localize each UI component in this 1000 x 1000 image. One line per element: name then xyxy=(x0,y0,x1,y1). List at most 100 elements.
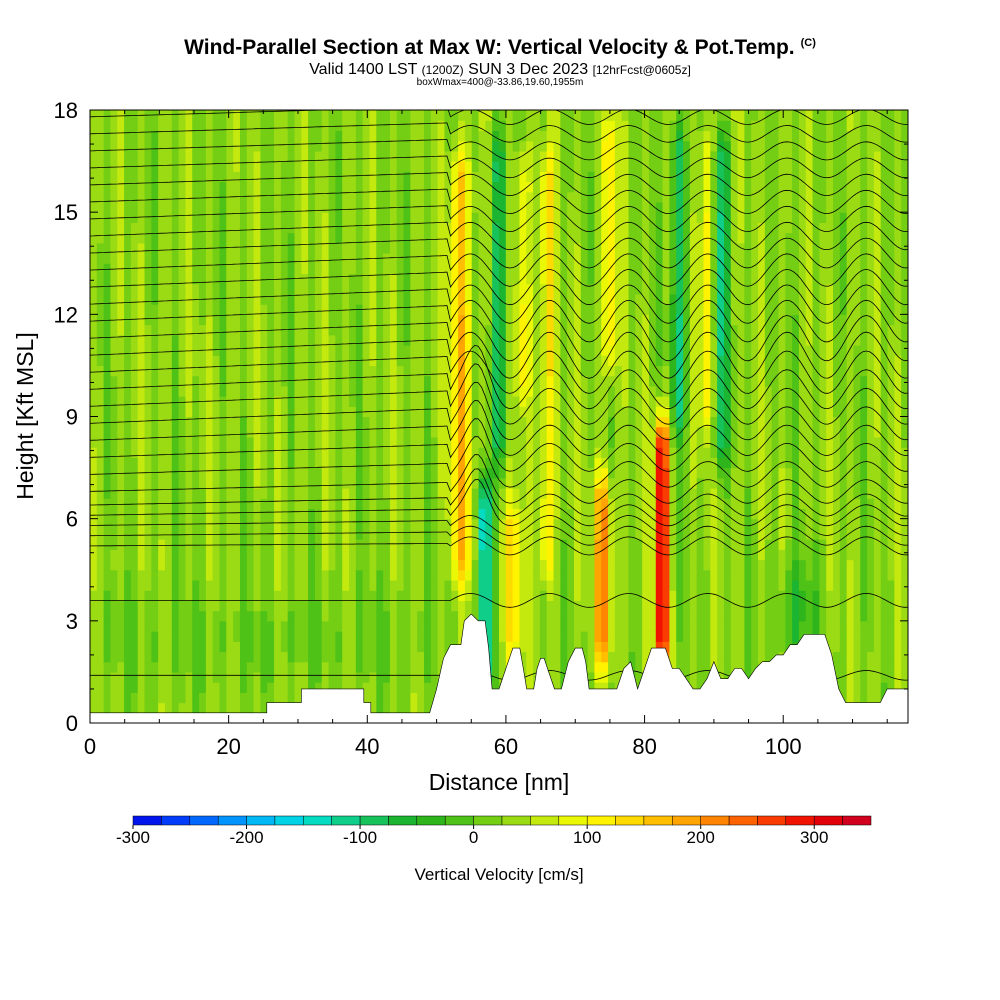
w-cell xyxy=(553,140,561,152)
w-cell xyxy=(608,355,616,367)
w-cell xyxy=(560,498,568,510)
w-cell xyxy=(124,488,132,499)
w-cell xyxy=(199,120,207,132)
w-cell xyxy=(417,191,425,203)
w-cell xyxy=(533,518,541,530)
w-cell xyxy=(464,549,473,561)
w-cell xyxy=(648,385,657,397)
w-cell xyxy=(96,191,105,203)
w-cell xyxy=(567,518,575,530)
w-cell xyxy=(328,610,336,622)
w-cell xyxy=(144,528,152,540)
w-cell xyxy=(267,600,275,612)
w-cell xyxy=(621,549,630,561)
w-cell xyxy=(485,406,493,418)
w-cell xyxy=(328,559,336,571)
w-cell xyxy=(464,161,473,172)
w-cell xyxy=(601,579,609,591)
w-cell xyxy=(233,692,241,704)
w-cell xyxy=(451,161,459,172)
w-cell xyxy=(192,406,200,418)
w-cell xyxy=(573,171,582,183)
w-cell xyxy=(158,661,166,673)
w-cell xyxy=(178,130,187,142)
w-cell xyxy=(308,283,316,295)
w-cell xyxy=(130,477,139,489)
w-cell xyxy=(464,365,473,377)
w-cell xyxy=(621,457,630,469)
w-cell xyxy=(321,110,330,121)
w-cell xyxy=(226,273,234,285)
w-cell xyxy=(451,620,459,632)
w-cell xyxy=(464,222,473,234)
w-cell xyxy=(130,692,139,704)
w-cell xyxy=(178,447,187,458)
w-cell xyxy=(594,273,602,285)
w-cell xyxy=(280,467,289,479)
w-cell xyxy=(117,283,125,295)
w-cell xyxy=(417,528,425,540)
w-cell xyxy=(212,273,221,285)
w-cell xyxy=(635,222,643,234)
w-cell xyxy=(601,181,609,193)
w-cell xyxy=(253,201,262,213)
w-cell xyxy=(437,344,446,356)
w-cell xyxy=(287,488,296,499)
w-cell xyxy=(376,130,384,142)
w-cell xyxy=(280,416,289,428)
w-cell xyxy=(587,641,596,653)
w-cell xyxy=(614,273,623,285)
w-cell xyxy=(369,120,377,132)
w-cell xyxy=(301,253,309,264)
w-cell xyxy=(137,232,146,244)
w-cell xyxy=(260,641,268,653)
w-cell xyxy=(383,528,391,540)
w-cell xyxy=(280,641,289,653)
w-cell xyxy=(308,161,316,172)
w-cell xyxy=(642,242,650,254)
w-cell xyxy=(635,293,643,305)
w-cell xyxy=(526,171,534,183)
w-cell xyxy=(321,436,330,448)
w-cell xyxy=(260,682,268,693)
w-cell xyxy=(164,692,173,704)
w-cell xyxy=(205,201,214,213)
w-cell xyxy=(314,263,323,275)
w-cell xyxy=(587,253,596,264)
w-cell xyxy=(594,283,602,295)
w-cell xyxy=(260,569,268,581)
w-cell xyxy=(376,610,384,622)
w-cell xyxy=(314,110,323,121)
w-cell xyxy=(383,120,391,132)
w-cell xyxy=(512,365,521,377)
w-cell xyxy=(335,191,343,203)
w-cell xyxy=(417,671,425,683)
w-cell xyxy=(308,549,316,561)
w-cell xyxy=(608,263,616,275)
w-cell xyxy=(614,283,623,295)
w-cell xyxy=(110,150,118,162)
w-cell xyxy=(96,539,105,550)
w-cell xyxy=(512,631,521,642)
w-cell xyxy=(260,671,268,683)
w-cell xyxy=(519,457,527,469)
w-cell xyxy=(294,600,302,612)
w-cell xyxy=(628,232,636,244)
w-cell xyxy=(621,569,630,581)
w-cell xyxy=(478,314,486,326)
w-cell xyxy=(205,620,214,632)
w-cell xyxy=(246,130,255,142)
w-cell xyxy=(260,263,268,275)
w-cell xyxy=(130,600,139,612)
w-cell xyxy=(212,314,221,326)
w-cell xyxy=(396,467,405,479)
w-cell xyxy=(90,263,98,275)
w-cell xyxy=(158,631,166,642)
w-cell xyxy=(376,447,384,458)
w-cell xyxy=(492,140,500,152)
w-cell xyxy=(362,539,371,550)
w-cell xyxy=(553,436,561,448)
w-cell xyxy=(424,447,432,458)
w-cell xyxy=(321,631,330,642)
w-cell xyxy=(553,120,561,132)
